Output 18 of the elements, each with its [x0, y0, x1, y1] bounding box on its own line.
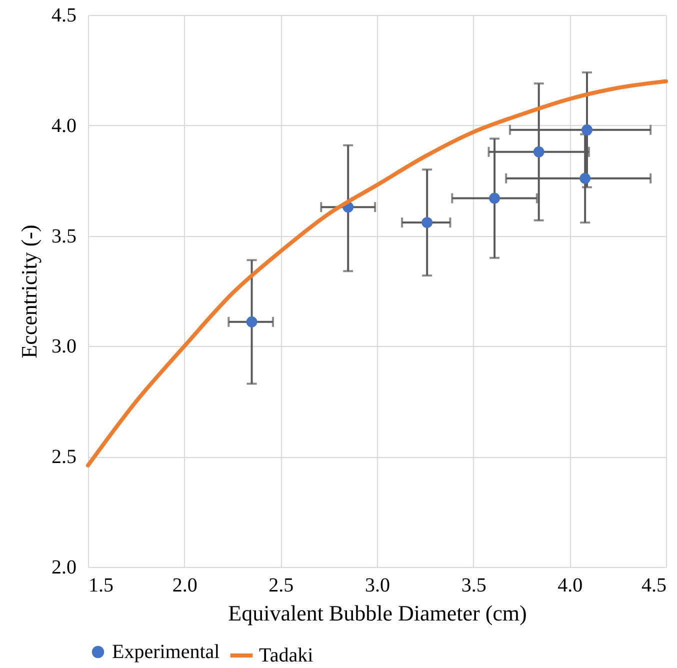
x-axis-title: Equivalent Bubble Diameter (cm): [228, 600, 527, 626]
x-tick-label: 3.0: [365, 574, 390, 596]
x-tick-label: 2.5: [268, 574, 294, 596]
y-tick-label: 3.5: [52, 225, 76, 248]
x-tick-label: 4.0: [558, 574, 583, 596]
line-series: [86, 79, 668, 468]
y-tick-label: 4.5: [52, 4, 76, 26]
y-tick-label: 2.5: [52, 446, 76, 468]
x-tick-label: 1.5: [88, 574, 114, 596]
legend-label: Experimental: [112, 641, 220, 663]
x-tick-label: 2.0: [172, 574, 198, 596]
x-tick-label: 3.5: [461, 574, 486, 596]
y-tick-label: 3.0: [52, 336, 76, 358]
y-axis-title: Eccentricity (-): [16, 224, 42, 358]
legend-label: Tadaki: [259, 644, 314, 666]
y-tick-label: 2.0: [52, 556, 76, 578]
y-tick-label: 4.0: [52, 114, 76, 137]
x-tick-label: 4.5: [642, 574, 666, 596]
